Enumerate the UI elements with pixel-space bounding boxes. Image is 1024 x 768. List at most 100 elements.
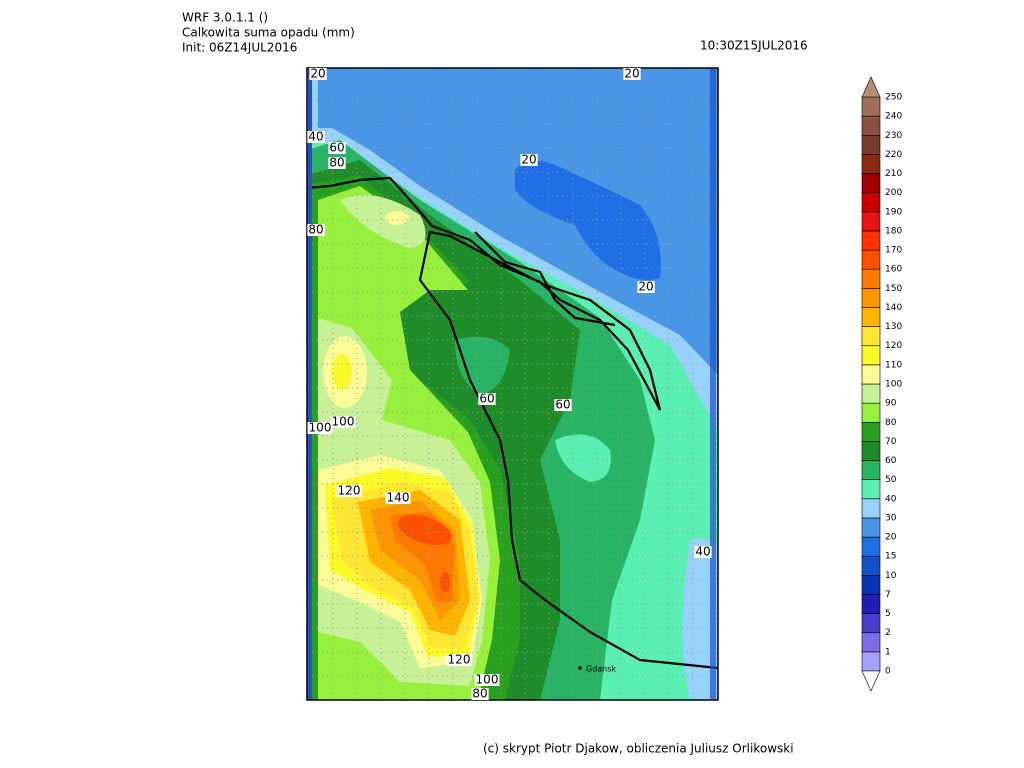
colorbar-label: 130: [885, 322, 902, 332]
colorbar-swatch: [861, 632, 881, 653]
contour-label: 20: [310, 67, 325, 81]
colorbar-swatch: [861, 651, 881, 672]
contour-label: 100: [476, 673, 499, 687]
colorbar-swatch: [861, 268, 881, 289]
colorbar-swatch: [861, 613, 881, 634]
colorbar-label: 140: [885, 303, 902, 313]
colorbar-label: 1: [885, 647, 891, 657]
colorbar-label: 60: [885, 456, 897, 466]
colorbar-label: 70: [885, 437, 897, 447]
colorbar-bottom: [861, 670, 881, 692]
model-label: WRF 3.0.1.1 (): [182, 11, 268, 25]
colorbar-swatch: [861, 192, 881, 213]
colorbar-swatch: [861, 345, 881, 366]
colorbar-label: 150: [885, 284, 902, 294]
contour-label: 80: [472, 687, 487, 701]
colorbar-label: 170: [885, 246, 902, 256]
colorbar-swatch: [861, 594, 881, 614]
colorbar-label: 50: [885, 475, 897, 485]
colorbar-swatch: [861, 211, 881, 232]
colorbar-label: 0: [885, 667, 891, 677]
colorbar-label: 210: [885, 169, 902, 179]
colorbar-label: 100: [885, 380, 902, 390]
contour-label: 140: [387, 491, 410, 505]
colorbar-label: 190: [885, 207, 902, 217]
colorbar-label: 90: [885, 399, 897, 409]
colorbar-swatch: [861, 115, 881, 136]
credit: (c) skrypt Piotr Djakow, obliczenia Juli…: [483, 742, 794, 756]
contour-label-bg: [471, 688, 489, 700]
colorbar-label: 240: [885, 112, 902, 122]
colorbar-label: 200: [885, 188, 902, 198]
colorbar-label: 120: [885, 341, 902, 351]
contour-label: 60: [329, 141, 344, 155]
contour-label-bg: [637, 281, 655, 293]
colorbar-label: 80: [885, 418, 897, 428]
contour-label: 100: [332, 415, 355, 429]
contour-label: 40: [695, 545, 710, 559]
valid-time: 10:30Z15JUL2016: [700, 39, 808, 53]
contour-label-bg: [520, 154, 538, 166]
colorbar-swatch: [861, 479, 881, 500]
contour-label: 100: [309, 421, 332, 435]
colorbar-swatch: [861, 421, 881, 442]
map-title: Calkowita suma opadu (mm): [182, 26, 355, 40]
contour-label-bg: [328, 142, 346, 154]
contour-label-bg: [623, 68, 641, 80]
colorbar-swatch: [861, 555, 881, 576]
colorbar-label: 110: [885, 360, 902, 370]
contour-label-bg: [385, 492, 411, 504]
init-time: Init: 06Z14JUL2016: [182, 41, 297, 55]
colorbar-label: 180: [885, 226, 902, 236]
contour-label-bg: [307, 131, 325, 143]
colorbar-swatch: [861, 249, 881, 270]
contour-label-bg: [554, 399, 572, 411]
colorbar-label: 5: [885, 609, 891, 619]
colorbar-swatch: [861, 498, 881, 519]
contour-label: 20: [638, 280, 653, 294]
contour-label-bg: [307, 224, 325, 236]
colorbar-label: 30: [885, 513, 897, 523]
city-label: Gdansk: [586, 665, 616, 674]
colorbar-swatch: [861, 383, 881, 404]
colorbar-label: 160: [885, 265, 902, 275]
contour-label: 80: [308, 223, 323, 237]
colorbar-top: [861, 76, 881, 98]
colorbar-label: 250: [885, 93, 902, 103]
colorbar-swatch: [861, 441, 881, 461]
colorbar-label: 220: [885, 150, 902, 160]
colorbar-label: 20: [885, 533, 897, 543]
contour-label-bg: [328, 157, 346, 169]
colorbar-label: 10: [885, 571, 897, 581]
colorbar-label: 40: [885, 494, 897, 504]
contour-label: 120: [338, 484, 361, 498]
colorbar-swatch: [861, 536, 881, 557]
contour-label-bg: [309, 68, 327, 80]
contour-label-bg: [478, 393, 496, 405]
colorbar-swatch: [861, 230, 881, 251]
contour-label: 120: [448, 653, 471, 667]
contour-label: 80: [329, 156, 344, 170]
colorbar-label: 2: [885, 628, 891, 638]
contour-label-bg: [330, 416, 356, 428]
colorbar-swatch: [861, 364, 881, 385]
contour-label: 20: [521, 153, 536, 167]
contour-label: 20: [624, 67, 639, 81]
colorbar-label: 7: [885, 590, 891, 600]
colorbar-label: 15: [885, 552, 896, 562]
colorbar-swatch: [861, 517, 881, 538]
colorbar-swatch: [861, 307, 881, 327]
contour-label-bg: [307, 422, 333, 434]
contour-label: 60: [479, 392, 494, 406]
contour-label-bg: [336, 485, 362, 497]
colorbar-swatch: [861, 288, 881, 308]
colorbar-swatch: [861, 575, 881, 595]
colorbar-swatch: [861, 460, 881, 480]
contour-label-bg: [446, 654, 472, 666]
colorbar-swatch: [861, 326, 881, 347]
colorbar: 0 1 2 5 7 10 15 20 30 40 50 60 70 80 90 100 110 120 130 140…: [861, 76, 902, 692]
colorbar-swatch: [861, 173, 881, 193]
contour-label-bg: [694, 546, 712, 558]
colorbar-swatch: [861, 96, 881, 117]
